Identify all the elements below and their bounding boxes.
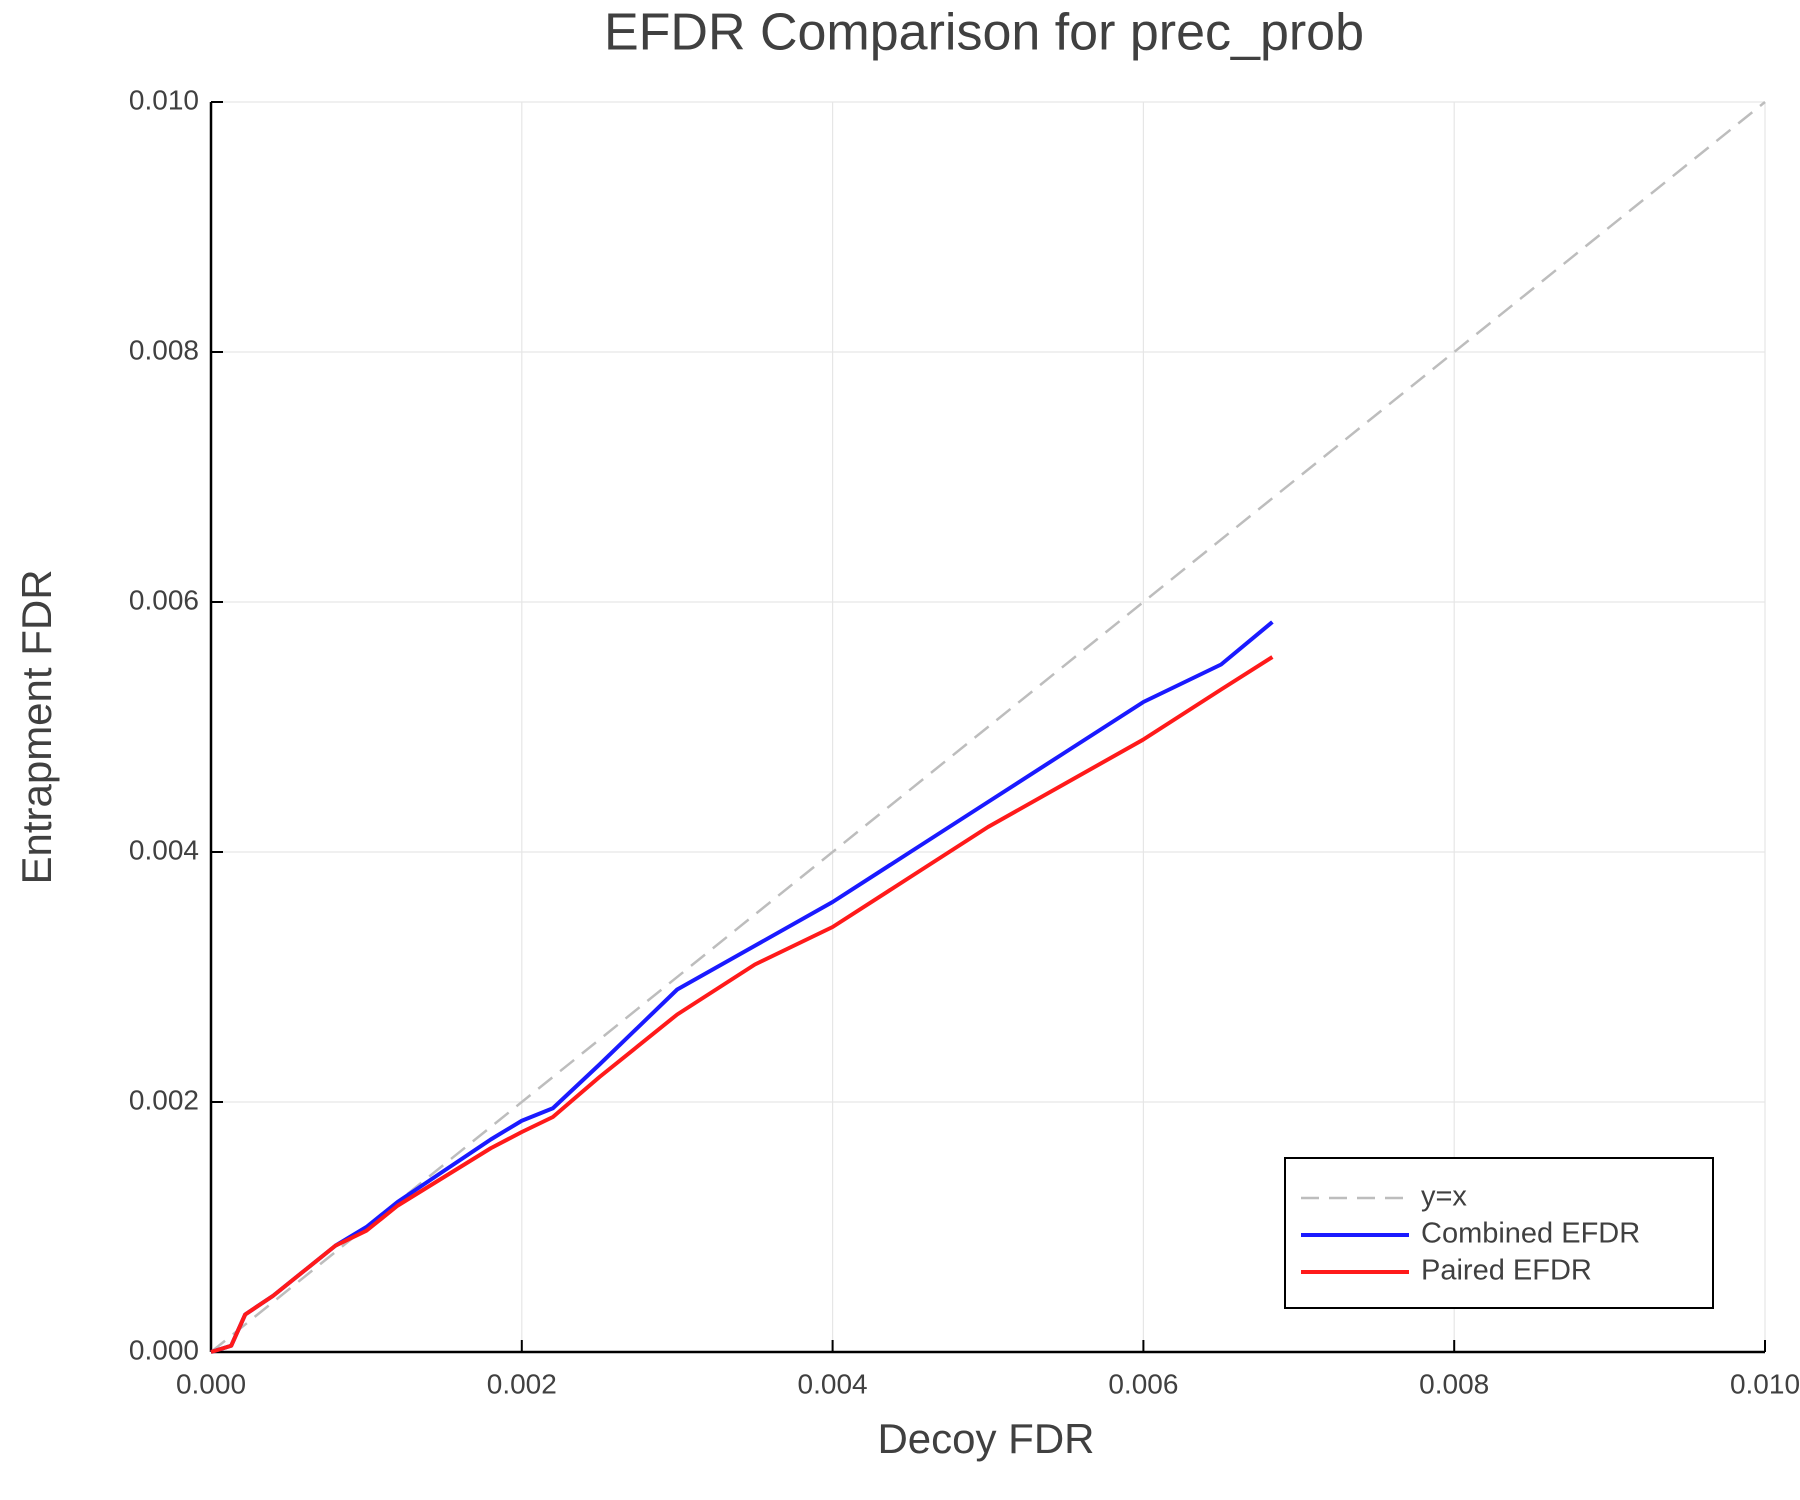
x-tick-label: 0.002 (487, 1368, 557, 1399)
y-tick-label: 0.000 (129, 1334, 199, 1365)
y-axis-label: Entrapment FDR (13, 569, 60, 884)
legend-label: y=x (1421, 1181, 1467, 1213)
line-series (210, 655, 1274, 1354)
line-series (210, 101, 1766, 1353)
x-tick-label: 0.010 (1730, 1368, 1800, 1399)
x-tick-label: 0.000 (176, 1368, 246, 1399)
y-tick-label: 0.008 (129, 334, 199, 365)
x-axis-label: Decoy FDR (877, 1415, 1094, 1462)
y-tick-label: 0.002 (129, 1084, 199, 1115)
x-tick-label: 0.004 (798, 1368, 868, 1399)
y-tick-label: 0.004 (129, 834, 199, 865)
legend-label: Combined EFDR (1421, 1218, 1640, 1250)
chart-title: EFDR Comparison for prec_prob (604, 4, 1364, 62)
line-series (210, 620, 1274, 1354)
y-tick-label: 0.006 (129, 584, 199, 615)
x-tick-label: 0.008 (1419, 1368, 1489, 1399)
x-tick-label: 0.006 (1108, 1368, 1178, 1399)
legend-label: Paired EFDR (1421, 1255, 1592, 1287)
y-tick-label: 0.010 (129, 84, 199, 115)
